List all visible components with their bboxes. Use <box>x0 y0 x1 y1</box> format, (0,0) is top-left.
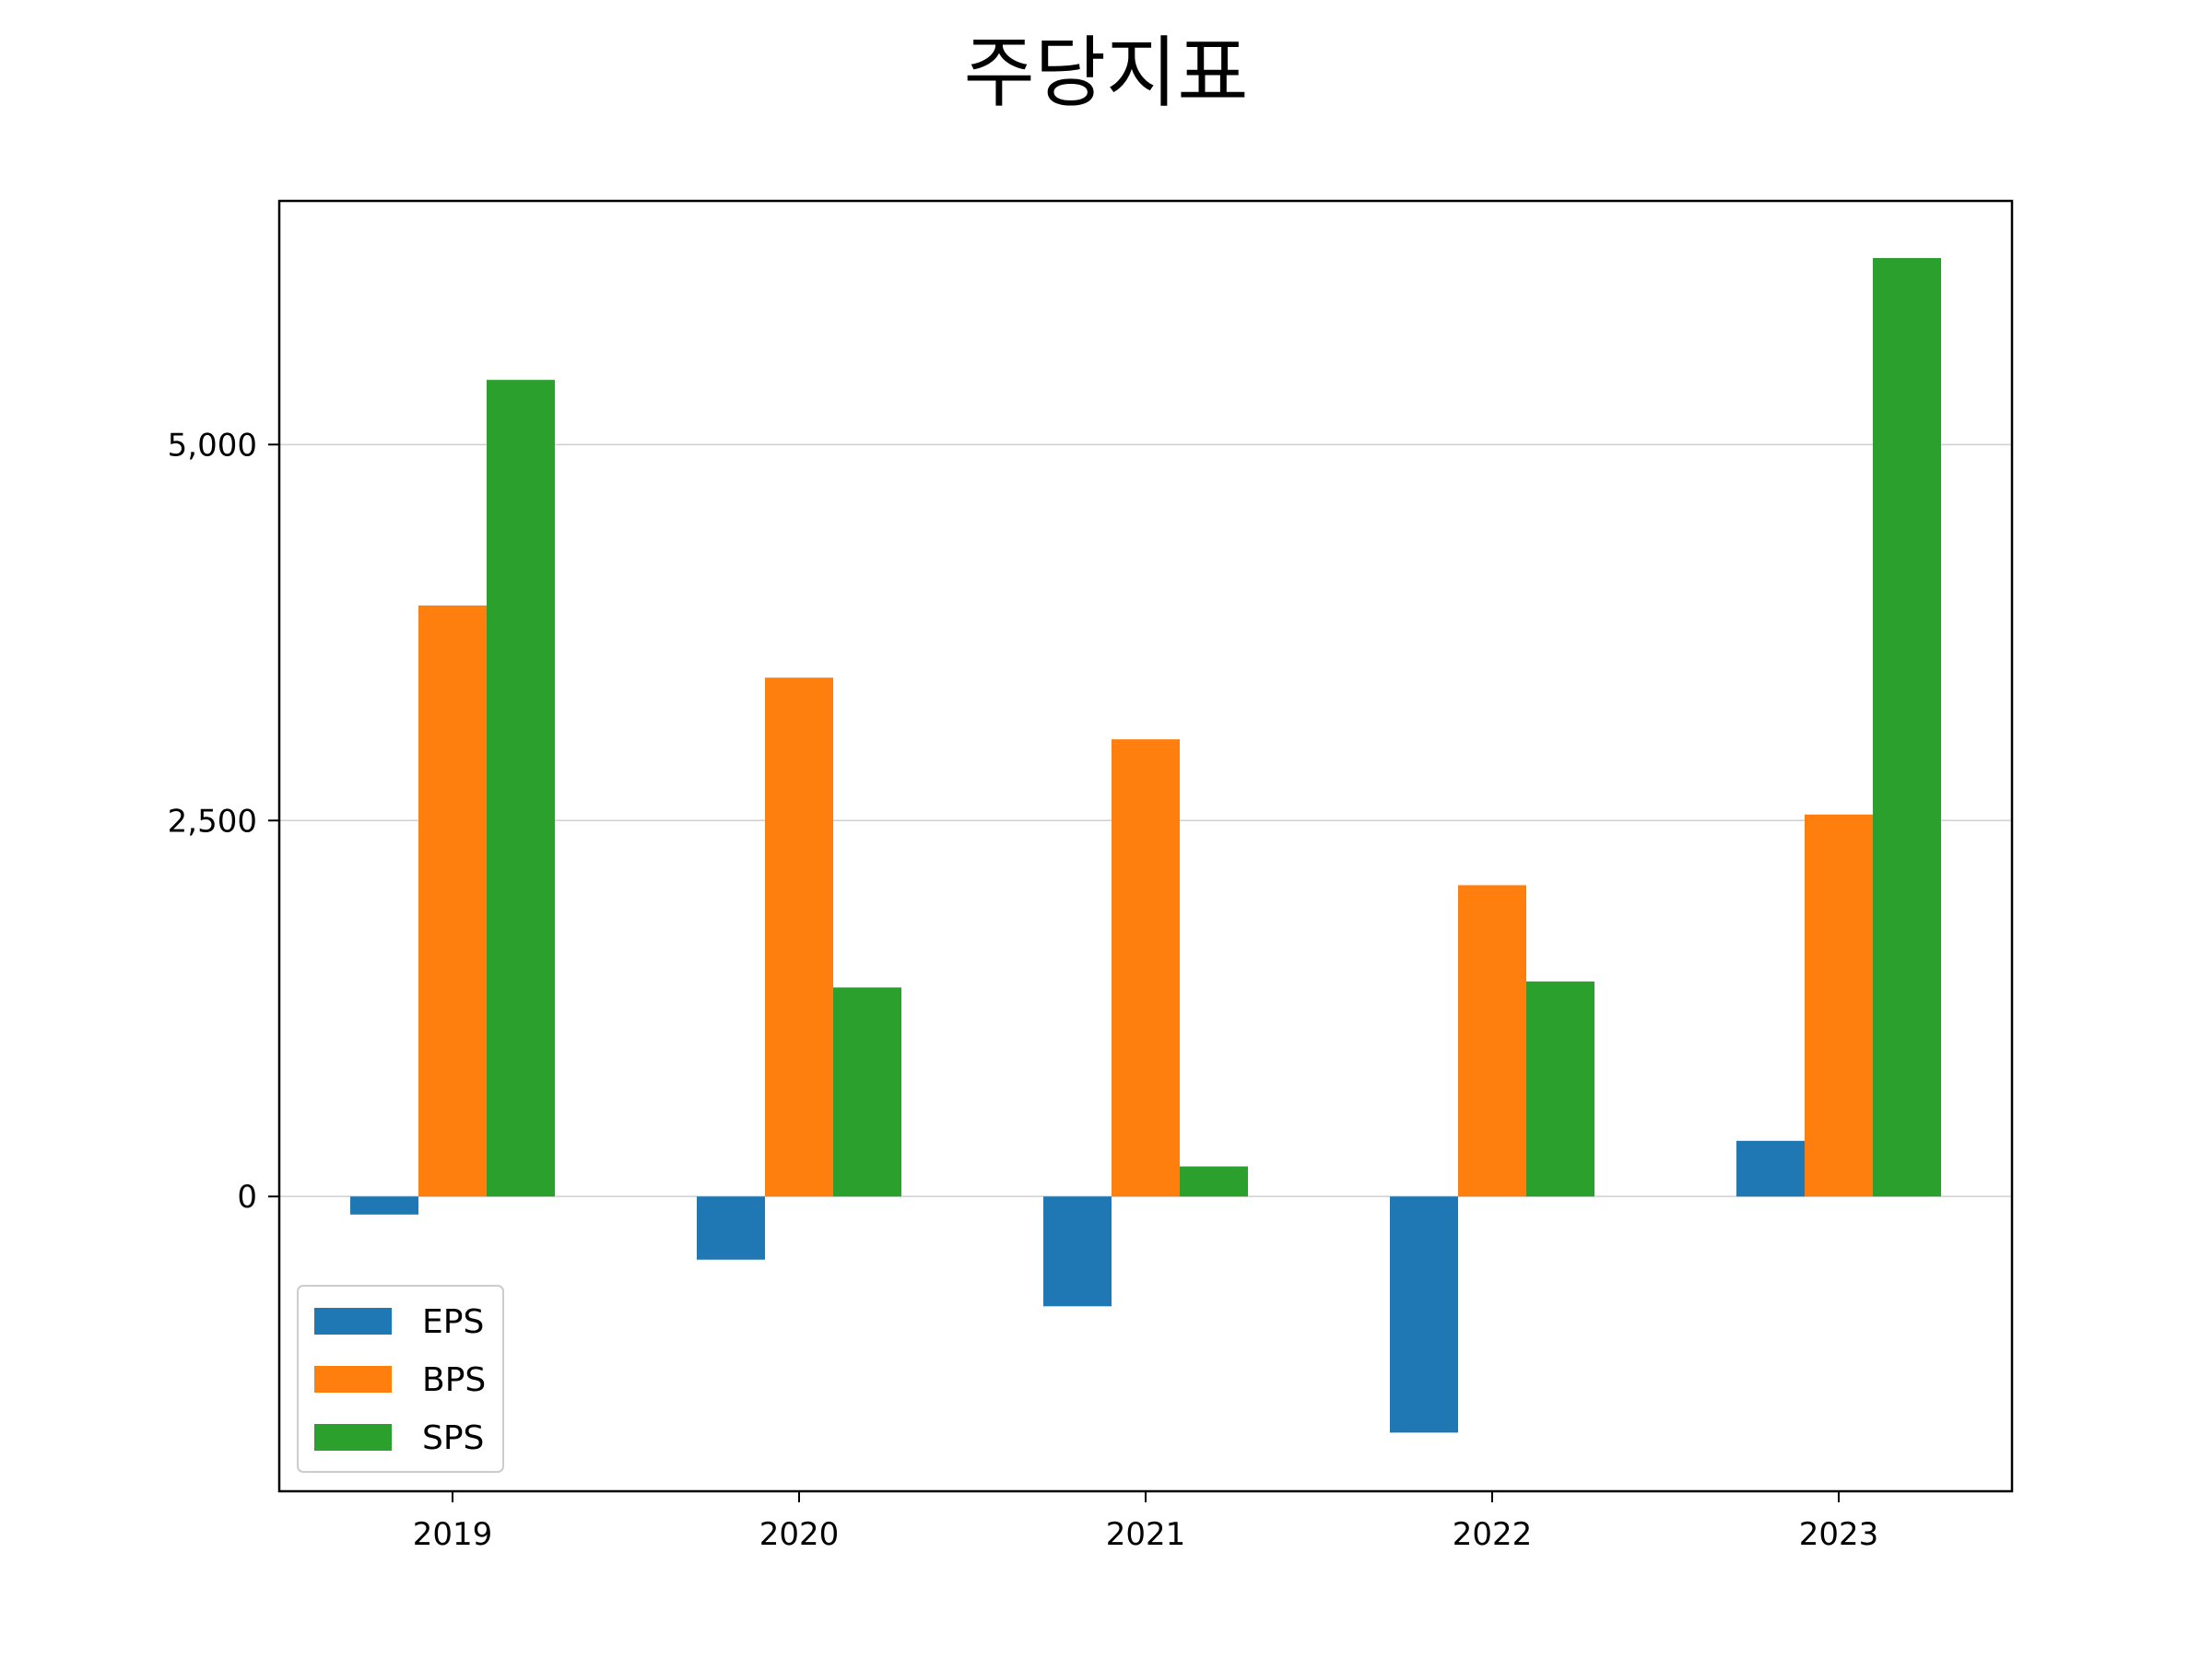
legend: EPS BPS SPS <box>297 1285 504 1473</box>
x-tick-label: 2019 <box>413 1516 493 1553</box>
bar-sps-2019 <box>487 380 555 1197</box>
legend-label-sps: SPS <box>422 1419 484 1457</box>
x-tick-label: 2023 <box>1799 1516 1879 1553</box>
legend-label-eps: EPS <box>422 1303 484 1341</box>
chart-title: 주당지표 <box>963 28 1249 118</box>
y-tick-label: 2,500 <box>168 803 257 840</box>
bar-sps-2023 <box>1873 258 1941 1197</box>
bar-bps-2021 <box>1112 739 1180 1197</box>
bars <box>350 258 1941 1433</box>
bar-bps-2022 <box>1458 885 1526 1197</box>
legend-swatch-bps <box>314 1366 392 1393</box>
y-tick-label: 0 <box>237 1179 257 1216</box>
x-tick-label: 2022 <box>1453 1516 1533 1553</box>
bar-bps-2019 <box>418 605 487 1197</box>
bar-eps-2023 <box>1736 1140 1805 1197</box>
legend-label-bps: BPS <box>422 1361 486 1399</box>
bar-eps-2022 <box>1390 1196 1458 1433</box>
bar-bps-2023 <box>1805 814 1873 1197</box>
bar-eps-2021 <box>1043 1196 1112 1307</box>
bar-eps-2020 <box>697 1196 765 1260</box>
x-tick-label: 2021 <box>1106 1516 1186 1553</box>
bar-sps-2020 <box>833 987 901 1197</box>
bar-bps-2020 <box>765 677 833 1197</box>
bar-sps-2022 <box>1526 981 1594 1197</box>
bar-sps-2021 <box>1180 1166 1248 1197</box>
legend-swatch-eps <box>314 1308 392 1335</box>
plot-frame <box>277 199 2014 1493</box>
y-tick-label: 5,000 <box>168 427 257 464</box>
x-axis: 2019 2020 2021 2022 2023 <box>413 1491 1879 1553</box>
legend-swatch-sps <box>314 1424 392 1451</box>
x-tick-label: 2020 <box>759 1516 840 1553</box>
bar-eps-2019 <box>350 1196 418 1215</box>
y-axis: 0 2,500 5,000 <box>168 427 279 1216</box>
